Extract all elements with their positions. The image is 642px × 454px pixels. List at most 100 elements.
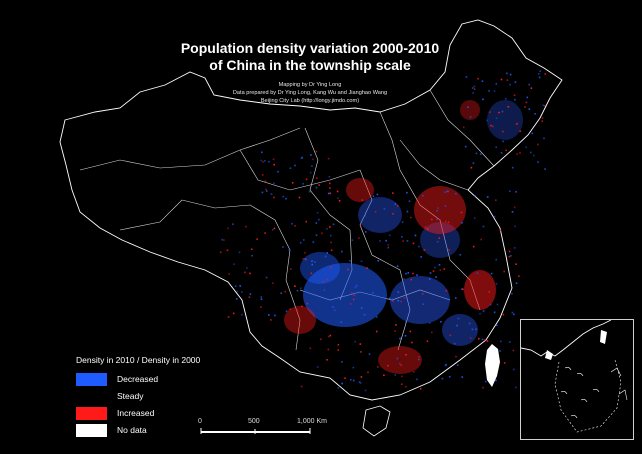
- density-speckle: [414, 234, 417, 237]
- legend-item-decreased: Decreased: [76, 371, 226, 387]
- density-speckle: [424, 226, 427, 229]
- density-speckle: [539, 70, 541, 72]
- density-speckle: [513, 247, 516, 249]
- density-speckle: [344, 377, 346, 379]
- density-speckle: [271, 282, 274, 284]
- density-speckle: [507, 106, 510, 108]
- density-speckle: [461, 288, 463, 290]
- density-speckle: [436, 209, 438, 212]
- density-speckle: [416, 378, 418, 381]
- density-speckle: [495, 379, 497, 382]
- density-speckle: [282, 195, 284, 198]
- density-speckle: [436, 240, 439, 243]
- legend-label: Steady: [117, 391, 144, 401]
- density-speckle: [500, 152, 503, 154]
- density-speckle: [493, 215, 496, 218]
- density-speckle: [392, 300, 394, 302]
- density-speckle: [467, 106, 469, 108]
- density-speckle: [490, 124, 492, 127]
- density-speckle: [489, 303, 492, 306]
- density-speckle: [394, 330, 396, 332]
- density-speckle: [392, 192, 394, 194]
- density-speckle: [376, 330, 378, 333]
- density-speckle: [495, 83, 498, 85]
- inset-coastline: [520, 319, 612, 357]
- density-speckle: [514, 225, 516, 228]
- density-speckle: [265, 190, 268, 192]
- density-speckle: [377, 366, 379, 368]
- density-speckle: [351, 239, 354, 241]
- density-speckle: [227, 316, 230, 318]
- density-speckle: [515, 263, 517, 265]
- density-speckle: [244, 271, 246, 274]
- density-speckle: [383, 374, 385, 377]
- density-speckle: [364, 389, 367, 392]
- density-speckle: [359, 343, 362, 345]
- density-speckle: [508, 250, 511, 253]
- density-speckle: [280, 292, 283, 294]
- density-speckle: [249, 293, 252, 295]
- density-speckle: [501, 110, 504, 113]
- density-speckle: [530, 151, 532, 154]
- density-speckle: [445, 363, 447, 366]
- density-speckle: [405, 385, 407, 388]
- density-speckle: [309, 347, 312, 350]
- density-speckle: [291, 223, 293, 225]
- density-speckle: [372, 195, 375, 198]
- density-speckle: [486, 196, 489, 198]
- density-speckle: [361, 199, 364, 201]
- density-speckle: [405, 354, 407, 356]
- density-speckle: [493, 311, 496, 314]
- density-speckle: [465, 76, 468, 78]
- density-speckle: [261, 174, 264, 176]
- density-speckle: [400, 364, 402, 367]
- density-speckle: [455, 355, 457, 358]
- density-speckle: [236, 290, 239, 293]
- density-speckle: [418, 356, 420, 358]
- density-speckle: [360, 307, 363, 309]
- density-speckle: [264, 160, 266, 162]
- density-speckle: [337, 349, 339, 351]
- density-speckle: [499, 229, 502, 232]
- density-speckle: [349, 260, 351, 262]
- scale-tick-label: 0: [198, 418, 202, 425]
- density-speckle: [304, 252, 306, 254]
- legend-label: Increased: [117, 408, 155, 418]
- density-speckle: [407, 272, 410, 274]
- density-speckle: [503, 270, 505, 273]
- density-speckle: [461, 376, 463, 378]
- density-speckle: [391, 298, 394, 300]
- density-speckle: [401, 221, 404, 223]
- density-speckle: [340, 321, 343, 324]
- density-speckle: [385, 239, 387, 242]
- density-speckle: [420, 256, 422, 258]
- density-speckle: [330, 241, 332, 244]
- density-speckle: [326, 228, 328, 230]
- density-speckle: [360, 226, 362, 228]
- legend-item-no-data: No data: [76, 422, 226, 438]
- density-speckle: [311, 260, 313, 262]
- density-speckle: [481, 80, 484, 82]
- density-speckle: [516, 153, 518, 155]
- density-speckle: [272, 158, 275, 161]
- density-speckle: [241, 291, 243, 293]
- density-speckle: [389, 234, 391, 237]
- density-speckle: [312, 241, 315, 243]
- density-speckle: [495, 117, 498, 119]
- legend-label: No data: [117, 425, 147, 435]
- density-speckle: [440, 321, 442, 323]
- inset-map: [520, 319, 628, 433]
- density-speckle: [496, 303, 499, 306]
- density-speckle: [366, 267, 368, 269]
- density-speckle: [461, 222, 463, 224]
- density-speckle: [220, 251, 222, 254]
- density-speckle: [542, 104, 545, 107]
- density-speckle: [525, 146, 527, 148]
- density-speckle: [481, 338, 484, 341]
- density-speckle: [473, 217, 476, 219]
- density-speckle: [294, 285, 296, 287]
- density-speckle: [302, 183, 304, 185]
- density-speckle: [360, 376, 363, 378]
- density-speckle: [406, 240, 409, 242]
